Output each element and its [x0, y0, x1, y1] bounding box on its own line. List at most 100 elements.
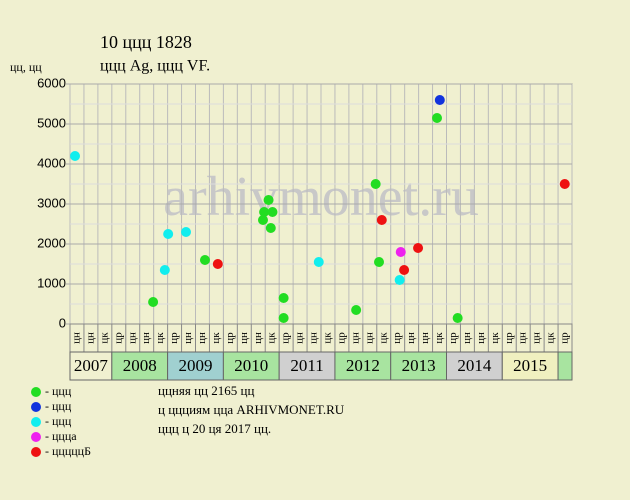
legend-label: - ццц	[45, 399, 72, 413]
column-label: цн	[363, 332, 375, 344]
y-tick-label: 5000	[37, 115, 66, 130]
column-label: цн	[405, 332, 417, 344]
year-band	[501, 351, 559, 381]
column-label: цн	[294, 332, 306, 344]
column-label: цн	[531, 332, 543, 344]
legend-label: - ццц	[45, 384, 72, 398]
chart-subtitle: ццц Ag, ццц VF.	[100, 58, 210, 75]
year-band	[69, 351, 113, 381]
year-label: 2008	[123, 356, 157, 375]
year-band	[167, 351, 224, 381]
column-label: цр	[168, 332, 180, 344]
column-label: цр	[447, 332, 459, 344]
column-label: цр	[112, 332, 124, 344]
y-tick-label: 6000	[37, 75, 66, 90]
column-label: цр	[224, 332, 236, 344]
column-label: цк	[210, 332, 222, 344]
legend-label: - цццццБ	[45, 444, 91, 458]
data-point	[559, 179, 570, 189]
year-label: 2010	[234, 356, 268, 375]
y-tick-label: 4000	[37, 155, 66, 170]
column-label: цк	[377, 332, 389, 344]
y-axis-label: цц, цц	[10, 60, 42, 74]
column-label: цн	[126, 332, 138, 344]
data-point	[148, 297, 159, 307]
year-label: 2013	[402, 356, 436, 375]
data-point	[374, 257, 385, 267]
column-label: цк	[545, 332, 557, 344]
column-label: цн	[238, 332, 250, 344]
column-label: цн	[252, 332, 264, 344]
note: ццняя цц 2165 цц	[158, 383, 254, 398]
column-label: цн	[419, 332, 431, 344]
data-point	[434, 95, 445, 105]
y-tick-label: 2000	[37, 235, 66, 250]
note: ц ццциям цца ARHIVMONET.RU	[158, 402, 345, 417]
y-tick-label: 0	[59, 315, 66, 330]
data-point	[70, 151, 81, 161]
data-point	[452, 313, 463, 323]
column-label: цк	[433, 332, 445, 344]
column-label: цн	[71, 332, 83, 344]
data-point	[159, 265, 170, 275]
column-label: цн	[349, 332, 361, 344]
year-label: 2014	[457, 356, 492, 375]
column-label: цк	[266, 332, 278, 344]
year-band	[111, 351, 169, 381]
column-label: цн	[140, 332, 152, 344]
column-label: цн	[461, 332, 473, 344]
data-point	[376, 215, 387, 225]
column-label: цк	[154, 332, 166, 344]
year-label: 2009	[179, 356, 213, 375]
column-label: цн	[517, 332, 529, 344]
column-label: цр	[503, 332, 515, 344]
data-point	[370, 179, 381, 189]
data-point	[278, 293, 289, 303]
data-point	[267, 207, 278, 217]
note: ццц ц 20 ця 2017 цц.	[158, 421, 271, 436]
year-band	[557, 351, 573, 381]
column-label: цн	[182, 332, 194, 344]
data-point	[265, 223, 276, 233]
legend-marker	[31, 447, 41, 457]
data-point	[394, 275, 405, 285]
column-label: цн	[475, 332, 487, 344]
data-point	[263, 195, 274, 205]
legend-marker	[31, 387, 41, 397]
data-point	[395, 247, 406, 257]
year-band	[390, 351, 448, 381]
data-point	[313, 257, 324, 267]
column-label: цр	[559, 332, 571, 344]
y-tick-label: 3000	[37, 195, 66, 210]
data-point	[257, 215, 268, 225]
data-point	[413, 243, 424, 253]
column-label: цк	[322, 332, 334, 344]
column-label: цк	[489, 332, 501, 344]
legend-marker	[31, 402, 41, 412]
year-label: 2015	[513, 356, 547, 375]
column-label: цр	[280, 332, 292, 344]
column-label: цр	[391, 332, 403, 344]
chart-title: 10 ццц 1828	[100, 32, 192, 52]
column-label: цк	[98, 332, 110, 344]
year-band	[278, 351, 336, 381]
year-label: 2007	[74, 356, 109, 375]
column-label: цн	[196, 332, 208, 344]
year-band	[334, 351, 392, 381]
legend-marker	[31, 432, 41, 442]
legend-marker	[31, 417, 41, 427]
data-point	[212, 259, 223, 269]
column-label: цн	[308, 332, 320, 344]
data-point	[259, 207, 270, 217]
year-band	[222, 351, 280, 381]
year-label: 2012	[346, 356, 380, 375]
column-label: цр	[335, 332, 347, 344]
data-point	[163, 229, 174, 239]
column-label: цн	[84, 332, 96, 344]
data-point	[199, 255, 210, 265]
y-tick-label: 1000	[37, 275, 66, 290]
data-point	[351, 305, 362, 315]
year-label: 2011	[290, 356, 323, 375]
data-point	[181, 227, 192, 237]
